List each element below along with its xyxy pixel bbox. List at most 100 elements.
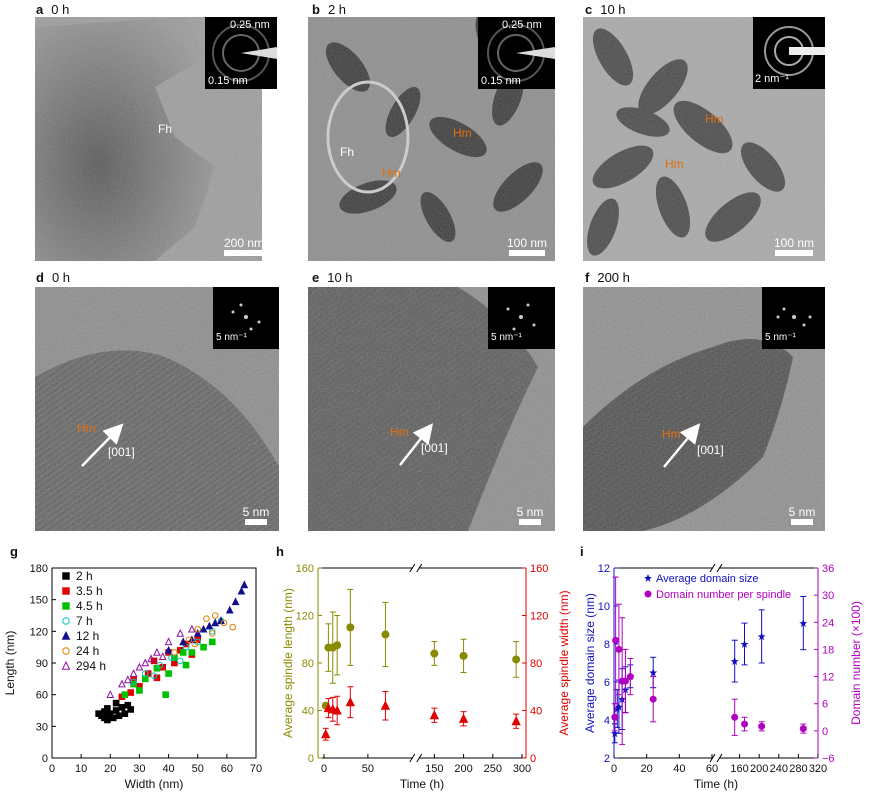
- data-point-h: [332, 705, 342, 715]
- y-tick-label-left-i: 8: [604, 639, 610, 651]
- scale-bar-c: 100 nm: [768, 236, 820, 256]
- y-axis-label-left-i: Average domain size (nm): [583, 593, 597, 733]
- data-point-g-45h: [200, 643, 207, 651]
- data-point-h: [458, 713, 469, 723]
- panel-time-a: 0 h: [51, 2, 70, 17]
- x-tick-label-i: 40: [673, 763, 685, 775]
- data-point-g-35h: [171, 659, 178, 667]
- x-tick-label-i: 160: [730, 763, 748, 775]
- y-tick-label-g: 150: [30, 595, 48, 607]
- data-point-g-12h: [199, 624, 208, 633]
- data-point-g-12h: [193, 628, 202, 637]
- panel-time-f: 200 h: [597, 270, 630, 285]
- phase-label-hm-c1: Hm: [705, 112, 724, 126]
- data-point-g-7h: [168, 654, 175, 662]
- legend-label-i: Average domain size: [656, 573, 759, 585]
- scale-bar-label-d: 5 nm: [242, 505, 270, 519]
- x-tick-label-g: 20: [104, 763, 116, 775]
- y-tick-label-left-h: 0: [308, 753, 314, 765]
- x-axis-label-i: Time (h): [694, 777, 738, 791]
- data-point-i: [741, 720, 748, 728]
- data-point-g-294h: [118, 679, 126, 688]
- data-point-g-2h: [115, 712, 123, 720]
- x-tick-label-i: 60: [706, 763, 718, 775]
- data-point-i: [614, 702, 623, 711]
- data-point-g-24h: [191, 640, 199, 648]
- data-point-h: [346, 623, 355, 632]
- data-point-i: [621, 677, 629, 685]
- panel-time-e: 10 h: [327, 270, 353, 285]
- panel-label-e: e 10 h: [312, 270, 353, 285]
- y-tick-label-right-h: 0: [530, 753, 536, 765]
- tem-image-d: [35, 287, 279, 531]
- data-point-g-294h: [164, 637, 173, 646]
- direction-arrow-d: [81, 423, 124, 467]
- phase-label-hm-e: Hm: [390, 425, 409, 439]
- data-point-g-294h: [106, 690, 115, 698]
- phase-label-hm-d: Hm: [77, 421, 96, 435]
- legend-label-i: Domain number per spindle: [656, 589, 791, 601]
- data-point-g-2h: [104, 716, 111, 724]
- direction-label-f: [001]: [697, 443, 724, 457]
- scale-bar-label-b: 100 nm: [506, 236, 548, 250]
- y-axis-label-right-i: Domain number (×100): [849, 601, 863, 725]
- tem-panel-e: [308, 287, 555, 531]
- panel-time-b: 2 h: [327, 2, 347, 17]
- data-point-g-294h: [141, 658, 150, 667]
- panel-label-f: f 200 h: [585, 270, 630, 285]
- y-tick-label-left-h: 40: [302, 706, 314, 718]
- x-tick-label-g: 10: [75, 763, 87, 775]
- scale-label-d-inset: 5 nm⁻¹: [216, 332, 247, 343]
- axis-break-mark-h: [416, 753, 423, 763]
- data-point-g-45h: [208, 638, 216, 646]
- data-point-g-24h: [229, 623, 236, 631]
- data-point-g-12h: [225, 605, 234, 614]
- data-point-i: [740, 640, 749, 648]
- data-point-g-294h: [187, 624, 196, 633]
- scale-label-c-inset: 2 nm⁻¹: [755, 73, 789, 85]
- data-point-h: [459, 651, 468, 660]
- tem-image-e: [308, 287, 555, 531]
- axis-break-mark-h: [409, 753, 416, 763]
- data-point-g-45h: [179, 649, 187, 656]
- data-point-g-24h: [220, 619, 228, 627]
- x-tick-label-h: 150: [425, 763, 443, 775]
- data-point-h: [512, 655, 521, 664]
- data-point-g-7h: [156, 661, 164, 669]
- data-point-g-294h: [129, 669, 138, 677]
- direction-label-d: [001]: [108, 445, 135, 459]
- y-tick-label-right-i: 18: [822, 644, 834, 656]
- axis-break-mask-i: [713, 754, 719, 762]
- data-point-g-12h: [164, 645, 173, 654]
- scale-bar-e: 5 nm: [510, 505, 550, 525]
- data-point-g-45h: [130, 680, 137, 688]
- y-tick-label-g: 0: [42, 753, 48, 765]
- data-point-h: [429, 709, 440, 720]
- data-point-g-294h: [147, 654, 155, 663]
- data-point-g-45h: [121, 691, 129, 698]
- phase-label-fh-a: Fh: [158, 122, 173, 136]
- y-tick-label-right-h: 40: [530, 706, 542, 718]
- y-tick-label-left-i: 4: [604, 715, 610, 727]
- data-point-i: [730, 657, 739, 666]
- scale-label-f-inset: 5 nm⁻¹: [765, 332, 796, 343]
- data-point-g-12h: [205, 621, 214, 630]
- direction-arrow-e: [399, 423, 434, 466]
- y-tick-label-left-i: 12: [598, 563, 610, 575]
- data-point-g-24h: [171, 649, 178, 656]
- x-tick-label-h: 50: [362, 763, 374, 775]
- data-point-g-12h: [240, 580, 249, 589]
- data-point-g-24h: [211, 612, 219, 619]
- legend-marker-i: [644, 590, 652, 598]
- data-point-g-2h: [109, 714, 117, 722]
- legend-label-g: 294 h: [76, 659, 106, 673]
- y-tick-label-right-i: −6: [822, 753, 835, 765]
- data-point-i: [649, 668, 658, 677]
- panel-letter-d: d: [36, 270, 44, 285]
- data-point-g-294h: [153, 647, 161, 656]
- data-point-h: [511, 715, 521, 726]
- diffraction-inset-d: 5 nm⁻¹: [213, 287, 279, 349]
- legend-marker-g: [61, 631, 71, 640]
- legend-marker-g: [62, 617, 70, 625]
- d-spacing-label-a2: 0.15 nm: [208, 75, 248, 87]
